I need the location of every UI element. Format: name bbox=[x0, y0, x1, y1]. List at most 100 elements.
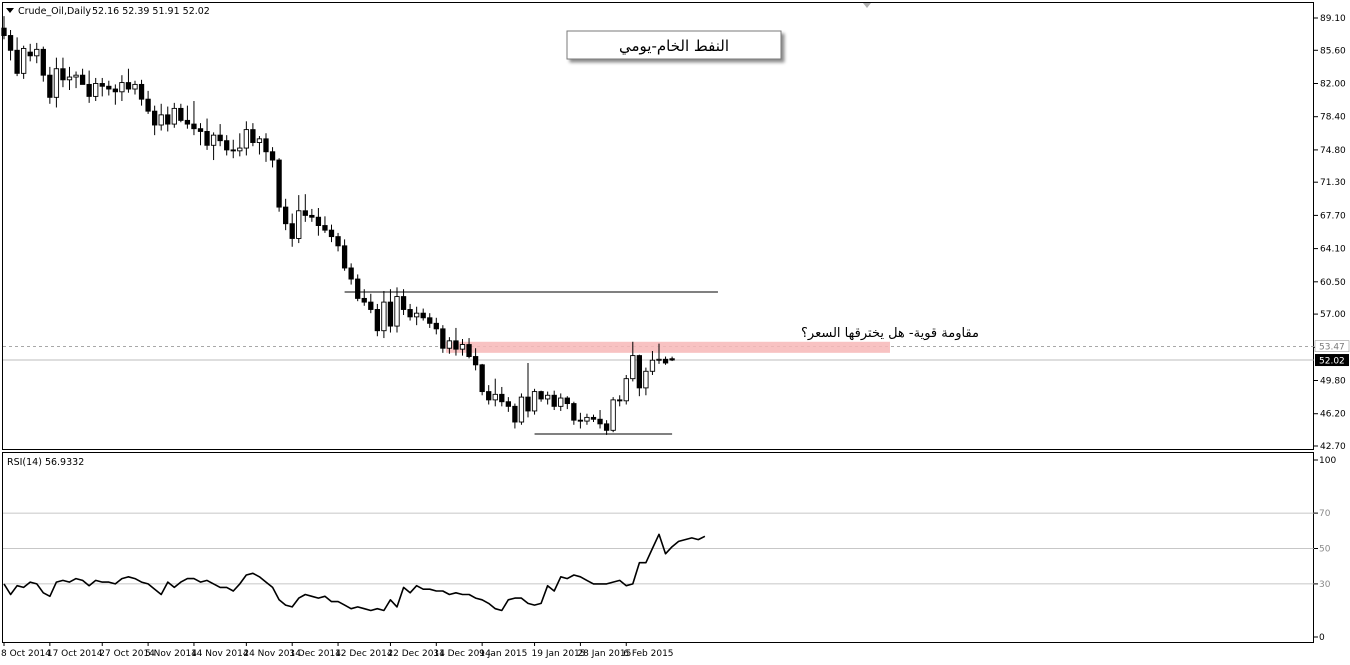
candle-body bbox=[315, 216, 322, 226]
candle-body bbox=[374, 309, 380, 332]
candle bbox=[505, 397, 511, 412]
candle-body bbox=[453, 340, 459, 350]
candle bbox=[394, 287, 400, 333]
candle bbox=[178, 103, 184, 123]
candle-body bbox=[7, 35, 14, 51]
candle bbox=[361, 289, 367, 306]
candle-body bbox=[34, 48, 40, 57]
candle-body bbox=[119, 82, 125, 93]
candle bbox=[184, 105, 191, 129]
candle-body bbox=[151, 110, 158, 126]
candle bbox=[486, 385, 492, 405]
candle-body bbox=[296, 210, 302, 239]
candle-body bbox=[27, 51, 33, 57]
candle-body bbox=[171, 107, 177, 125]
price-tick-label: 60.50 bbox=[1320, 278, 1346, 288]
candle bbox=[73, 71, 79, 89]
candle-body bbox=[617, 399, 623, 402]
price-tick-label: 49.80 bbox=[1320, 377, 1346, 387]
candle-body bbox=[420, 312, 426, 319]
candle bbox=[348, 263, 354, 285]
rsi-tick-label: 70 bbox=[1319, 509, 1331, 519]
candle bbox=[197, 123, 204, 146]
rsi-panel-frame bbox=[2, 452, 1314, 643]
candle bbox=[603, 420, 610, 435]
candle-body bbox=[243, 129, 249, 149]
candle-body bbox=[368, 301, 374, 310]
candle bbox=[99, 77, 105, 97]
candle bbox=[584, 413, 590, 425]
price-tick-label: 46.20 bbox=[1320, 410, 1346, 420]
candle-body bbox=[93, 83, 99, 97]
candle bbox=[545, 391, 551, 405]
price-tick-label: 67.70 bbox=[1320, 211, 1346, 221]
candle bbox=[630, 341, 636, 382]
candle-body bbox=[158, 114, 164, 126]
candle bbox=[296, 195, 302, 244]
candle bbox=[374, 303, 380, 337]
candle bbox=[27, 43, 33, 62]
x-tick-label: 3 Dec 2014 bbox=[289, 649, 341, 659]
price-tick-label: 42.70 bbox=[1320, 442, 1346, 452]
candle-body bbox=[472, 356, 479, 366]
x-tick-label: 19 Jan 2015 bbox=[532, 649, 586, 659]
candle bbox=[1, 16, 7, 40]
candle-body bbox=[394, 296, 400, 327]
candle bbox=[512, 403, 518, 429]
resistance-annotation: مقاومة قوية- هل يخترقها السعر؟ bbox=[801, 326, 979, 341]
candle bbox=[518, 393, 525, 425]
price-tick-label: 85.60 bbox=[1320, 46, 1346, 56]
candle bbox=[649, 350, 656, 375]
candle bbox=[224, 135, 230, 156]
candle-body bbox=[427, 317, 433, 324]
candle bbox=[66, 66, 73, 90]
candle-body bbox=[138, 83, 145, 100]
candle bbox=[459, 339, 466, 356]
candle bbox=[610, 397, 616, 433]
candle bbox=[433, 317, 439, 335]
candle-body bbox=[643, 370, 649, 389]
candle-body bbox=[630, 355, 636, 380]
rsi-tick-label: 50 bbox=[1319, 545, 1331, 555]
candle-body bbox=[531, 391, 538, 412]
candle-body bbox=[86, 83, 92, 97]
candle bbox=[335, 232, 341, 252]
candle-body bbox=[414, 312, 420, 318]
price-tick-label: 57.00 bbox=[1320, 310, 1346, 320]
candle-body bbox=[387, 301, 394, 327]
candle bbox=[151, 105, 158, 136]
candle bbox=[237, 133, 243, 157]
candle bbox=[7, 29, 14, 61]
candle bbox=[106, 80, 112, 96]
chart-shift-marker-icon[interactable] bbox=[863, 3, 871, 8]
rsi-tick-label: 0 bbox=[1319, 633, 1325, 643]
price-tick-label: 71.30 bbox=[1320, 178, 1346, 188]
price-tick-label: 64.10 bbox=[1320, 245, 1346, 255]
candle-body bbox=[590, 416, 597, 420]
main-chart-frame bbox=[2, 2, 1314, 450]
candle-body bbox=[191, 123, 197, 130]
candle-body bbox=[348, 267, 354, 280]
candle-body bbox=[656, 358, 662, 361]
candle bbox=[492, 378, 498, 407]
candle bbox=[381, 291, 387, 339]
candle bbox=[289, 213, 295, 247]
candle bbox=[328, 224, 335, 243]
candle-body bbox=[99, 83, 105, 87]
candle bbox=[597, 410, 603, 429]
x-tick-label: 5 Nov 2014 bbox=[145, 649, 197, 659]
candle bbox=[165, 106, 171, 132]
candle-body bbox=[335, 236, 341, 247]
candle-body bbox=[446, 340, 453, 349]
x-tick-label: 28 Jan 2015 bbox=[577, 649, 631, 659]
candle bbox=[466, 338, 472, 359]
candle bbox=[250, 123, 256, 147]
candle-body bbox=[440, 328, 446, 349]
candle-body bbox=[558, 397, 564, 407]
candle-body bbox=[309, 214, 315, 218]
chart-menu-arrow-icon[interactable] bbox=[6, 8, 14, 13]
x-tick-label: 27 Oct 2014 bbox=[99, 649, 155, 659]
candle-body bbox=[66, 76, 73, 81]
